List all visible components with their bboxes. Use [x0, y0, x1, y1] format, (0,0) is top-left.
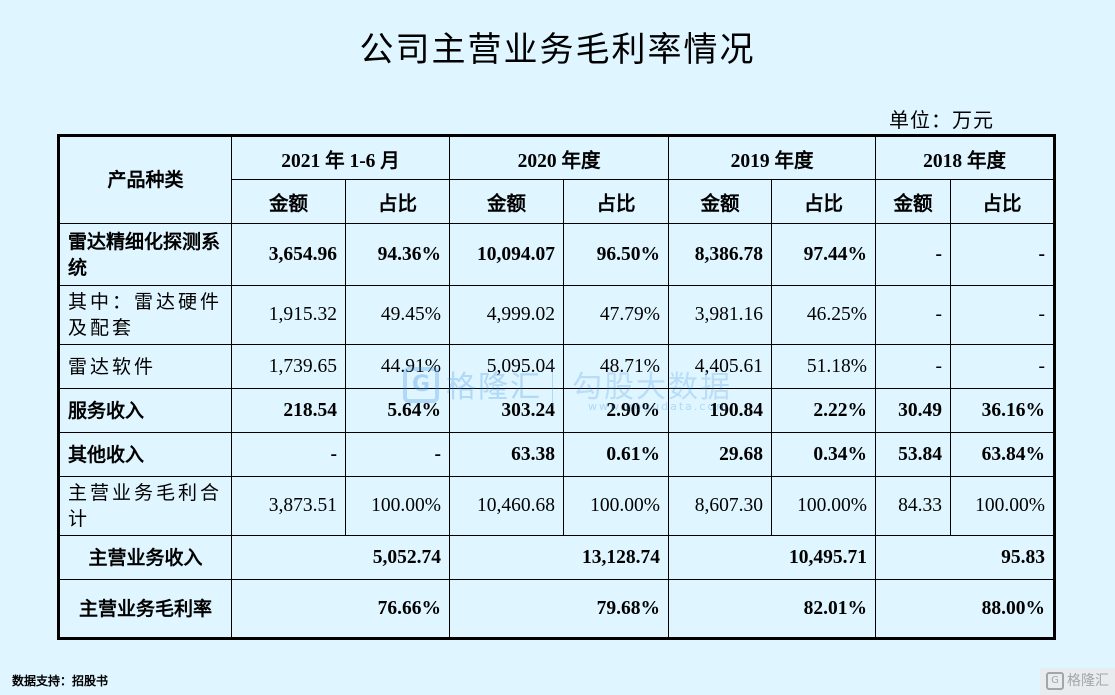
gross-margin-table: 产品种类 2021 年 1-6 月 2020 年度 2019 年度 2018 年… [57, 134, 1057, 640]
row-label: 雷达精细化探测系统 [58, 223, 232, 286]
header-amount: 金额 [449, 179, 564, 224]
cell-value: 100.00% [950, 476, 1056, 536]
cell-value: 10,495.71 [668, 535, 877, 580]
brand-name: 格隆汇 [1067, 673, 1109, 689]
cell-value: 94.36% [345, 223, 450, 286]
cell-value: 4,999.02 [449, 285, 564, 345]
cell-value: 63.84% [950, 432, 1056, 477]
cell-value: - [875, 223, 952, 286]
header-amount: 金额 [231, 179, 346, 224]
cell-value: 84.33 [875, 476, 952, 536]
brand-logo-icon: G [1046, 672, 1064, 690]
table-row: 雷达软件 1,739.65 44.91% 5,095.04 48.71% 4,4… [58, 344, 1056, 389]
cell-value: 2.90% [562, 388, 670, 433]
watermark-logo-icon: G [403, 367, 439, 403]
row-label: 主营业务收入 [58, 535, 232, 580]
header-ratio: 占比 [771, 179, 877, 224]
table-row: 服务收入 218.54 5.64% 303.24 2.90% 190.84 2.… [58, 388, 1056, 433]
watermark-name: 勾股大数据 [572, 370, 732, 405]
cell-value: 48.71% [562, 344, 670, 389]
watermark-url: www.gogudata.com [588, 400, 729, 413]
cell-value: 303.24 [449, 388, 564, 433]
cell-value: 3,981.16 [668, 285, 773, 345]
cell-value: - [345, 432, 450, 477]
cell-value: 82.01% [668, 579, 877, 639]
row-label: 其他收入 [58, 432, 232, 477]
row-label: 其中：雷达硬件及配套 [58, 285, 232, 345]
header-ratio: 占比 [345, 179, 450, 224]
cell-value: 100.00% [345, 476, 450, 536]
cell-value: 76.66% [231, 579, 450, 639]
cell-value: 29.68 [668, 432, 773, 477]
cell-value: 13,128.74 [448, 535, 670, 580]
row-label: 服务收入 [58, 388, 232, 433]
cell-value: 1,915.32 [231, 285, 346, 345]
cell-value: 88.00% [875, 579, 1056, 639]
header-ratio: 占比 [950, 179, 1056, 224]
cell-value: 5.64% [345, 388, 450, 433]
data-source-note: 数据支持：招股书 [12, 674, 109, 688]
watermark-name: 格隆汇 [446, 370, 542, 405]
header-product: 产品种类 [58, 135, 232, 224]
cell-value: - [950, 285, 1056, 345]
header-row-periods: 产品种类 2021 年 1-6 月 2020 年度 2019 年度 2018 年… [58, 135, 1056, 224]
cell-value: 10,460.68 [449, 476, 564, 536]
table-row: 主营业务毛利合计 3,873.51 100.00% 10,460.68 100.… [58, 476, 1056, 536]
cell-value: 0.34% [771, 432, 877, 477]
cell-value: 100.00% [562, 476, 670, 536]
revenue-row: 主营业务收入 5,052.74 13,128.74 10,495.71 95.8… [58, 535, 1056, 580]
cell-value: 190.84 [668, 388, 773, 433]
cell-value: - [875, 344, 952, 389]
cell-value: 4,405.61 [668, 344, 773, 389]
cell-value: 3,654.96 [231, 223, 346, 286]
table-row: 雷达精细化探测系统 3,654.96 94.36% 10,094.07 96.5… [58, 223, 1056, 286]
cell-value: - [231, 432, 346, 477]
header-period: 2018 年度 [875, 135, 1056, 180]
cell-value: 100.00% [771, 476, 877, 536]
cell-value: 2.22% [771, 388, 877, 433]
cell-value: 46.25% [771, 285, 877, 345]
row-label: 雷达软件 [58, 344, 232, 389]
cell-value: 5,052.74 [231, 535, 450, 580]
cell-value: 5,095.04 [449, 344, 564, 389]
cell-value: 8,607.30 [668, 476, 773, 536]
cell-value: 53.84 [875, 432, 952, 477]
cell-value: 96.50% [562, 223, 670, 286]
header-period: 2019 年度 [668, 135, 877, 180]
cell-value: 10,094.07 [449, 223, 564, 286]
cell-value: 47.79% [562, 285, 670, 345]
cell-value: 1,739.65 [231, 344, 346, 389]
cell-value: 97.44% [771, 223, 877, 286]
unit-label: 单位：万元 [889, 108, 994, 132]
header-amount: 金额 [875, 179, 952, 224]
header-amount: 金额 [668, 179, 773, 224]
header-ratio: 占比 [562, 179, 670, 224]
cell-value: 218.54 [231, 388, 346, 433]
margin-row: 主营业务毛利率 76.66% 79.68% 82.01% 88.00% [58, 579, 1056, 639]
table-row: 其中：雷达硬件及配套 1,915.32 49.45% 4,999.02 47.7… [58, 285, 1056, 345]
watermark-divider [552, 362, 553, 406]
table-row: 其他收入 - - 63.38 0.61% 29.68 0.34% 53.84 6… [58, 432, 1056, 477]
header-period: 2020 年度 [448, 135, 670, 180]
cell-value: 0.61% [562, 432, 670, 477]
cell-value: 63.38 [449, 432, 564, 477]
cell-value: 3,873.51 [231, 476, 346, 536]
header-period: 2021 年 1-6 月 [231, 135, 450, 180]
cell-value: 8,386.78 [668, 223, 773, 286]
cell-value: - [875, 285, 952, 345]
cell-value: 49.45% [345, 285, 450, 345]
cell-value: 95.83 [875, 535, 1056, 580]
cell-value: 51.18% [771, 344, 877, 389]
header-row-metrics: 金额 占比 金额 占比 金额 占比 金额 占比 [59, 179, 1056, 224]
cell-value: 44.91% [345, 344, 450, 389]
page-title: 公司主营业务毛利率情况 [359, 30, 756, 70]
cell-value: - [950, 223, 1056, 286]
cell-value: 30.49 [875, 388, 952, 433]
row-label: 主营业务毛利率 [58, 579, 232, 639]
cell-value: - [950, 344, 1056, 389]
row-label: 主营业务毛利合计 [58, 476, 232, 536]
cell-value: 79.68% [448, 579, 670, 639]
cell-value: 36.16% [950, 388, 1056, 433]
brand-logo: G 格隆汇 [1040, 668, 1115, 695]
